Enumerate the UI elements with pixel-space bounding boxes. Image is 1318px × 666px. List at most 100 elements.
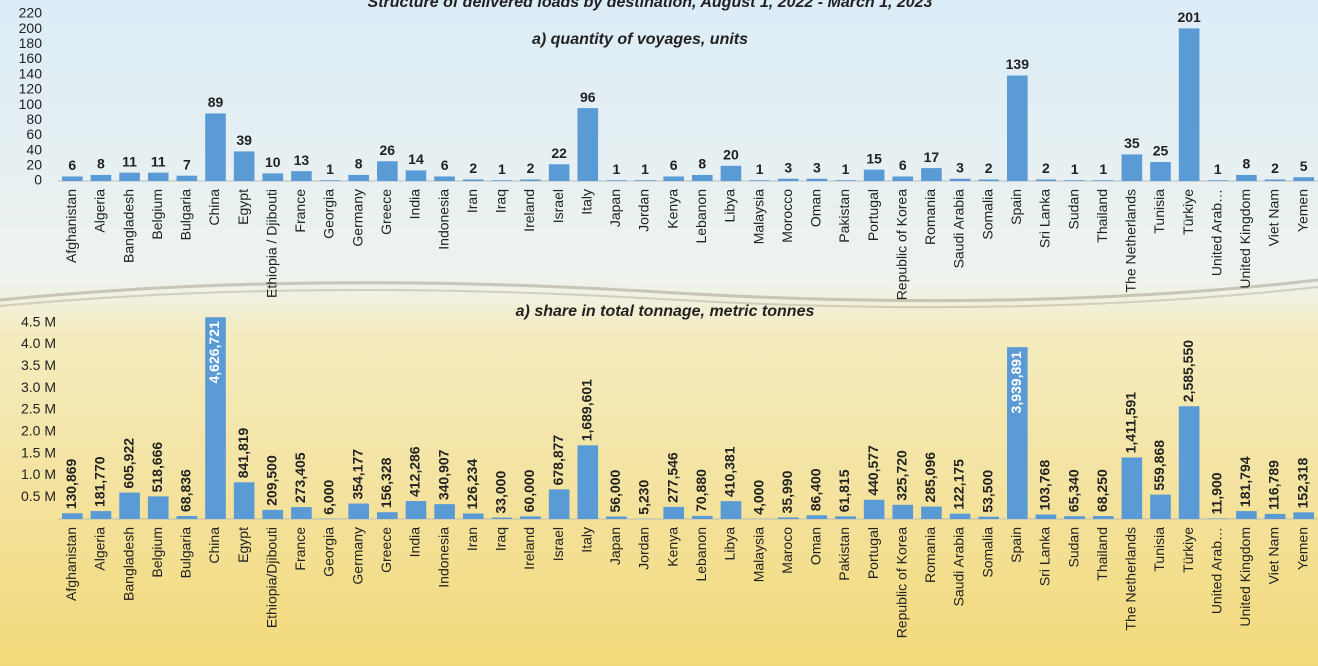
data-label: 6	[441, 157, 449, 173]
x-tick-label: Tunisia	[1151, 189, 1167, 234]
y-tick-label: 160	[19, 50, 43, 66]
data-label: 96	[580, 89, 596, 105]
x-tick-label: Tunisia	[1151, 527, 1167, 572]
x-tick-label: Germany	[349, 527, 365, 585]
data-label: 8	[355, 156, 363, 172]
data-label: 26	[380, 142, 396, 158]
bar	[863, 499, 885, 519]
data-label: 14	[408, 151, 424, 167]
bar	[262, 173, 284, 181]
x-tick-label: Ethiopia/Djibouti	[263, 527, 279, 628]
data-label: 1	[498, 161, 506, 177]
x-tick-label: Türkiye	[1180, 189, 1196, 235]
y-tick-label: 220	[19, 5, 43, 21]
data-label: 35	[1124, 135, 1140, 151]
data-label: 103,768	[1037, 460, 1053, 511]
x-tick-label: United Arab…	[1208, 189, 1224, 276]
bar	[176, 175, 198, 181]
x-tick-label: Lebanon	[693, 189, 709, 244]
bar	[491, 180, 513, 181]
bar	[978, 179, 999, 181]
y-tick-label: 2.5 M	[21, 401, 56, 417]
y-tick-label: 60	[26, 126, 42, 142]
x-tick-label: Afghanistan	[63, 189, 79, 263]
data-label: 440,577	[865, 445, 881, 496]
bar	[978, 516, 999, 519]
data-label: 156,328	[378, 457, 394, 508]
bar	[491, 517, 513, 519]
bar	[291, 507, 312, 519]
x-tick-label: Italy	[578, 527, 594, 553]
bar	[1293, 512, 1314, 519]
data-label: 181,794	[1237, 456, 1253, 507]
data-label: 60,000	[521, 469, 537, 512]
data-label: 3	[784, 159, 792, 175]
data-label: 56,000	[607, 470, 623, 513]
bar	[806, 515, 828, 519]
x-tick-label: Türkiye	[1180, 527, 1196, 573]
y-tick-label: 40	[26, 141, 42, 157]
data-label: 3	[813, 159, 821, 175]
x-tick-label: Sudan	[1065, 189, 1081, 229]
data-label: 209,500	[263, 455, 279, 506]
x-tick-label: Algeria	[92, 189, 108, 233]
bar	[520, 516, 541, 519]
x-tick-label: Kenya	[664, 189, 680, 229]
bar	[520, 179, 541, 181]
bar	[806, 178, 828, 181]
bar	[548, 489, 570, 519]
data-label: 70,880	[693, 469, 709, 512]
x-tick-label: Bangladesh	[120, 189, 136, 263]
bar	[205, 113, 226, 181]
y-tick-label: 0	[34, 172, 42, 188]
x-tick-label: Viet Nam	[1266, 527, 1282, 584]
y-tick-label: 1.5 M	[21, 444, 56, 460]
bar	[720, 165, 742, 181]
data-label: 11	[122, 153, 137, 169]
x-tick-label: Thailand	[1094, 189, 1110, 243]
x-tick-label: Viet Nam	[1266, 189, 1282, 246]
x-tick-label: Malaysia	[750, 189, 766, 244]
x-tick-label: France	[292, 527, 308, 571]
bar	[1121, 154, 1143, 181]
x-tick-label: Romania	[922, 189, 938, 245]
x-tick-label: Algeria	[92, 527, 108, 571]
x-tick-label: Morocco	[779, 189, 795, 243]
bar	[462, 513, 484, 519]
data-label: 8	[698, 156, 706, 172]
x-tick-label: Republic of Korea	[893, 189, 909, 301]
bar	[90, 174, 112, 181]
data-label: 6	[670, 157, 678, 173]
x-tick-label: United Arab…	[1208, 527, 1224, 614]
bar	[606, 180, 627, 181]
x-tick-label: Portugal	[865, 527, 881, 579]
data-label: 53,500	[979, 470, 995, 513]
data-label: 1	[1071, 161, 1079, 177]
wire-decoration	[0, 286, 1318, 309]
bar	[462, 179, 484, 181]
y-tick-label: 20	[26, 157, 42, 173]
data-label: 559,868	[1151, 440, 1167, 491]
data-label: 6	[899, 157, 907, 173]
y-tick-label: 3.5 M	[21, 357, 56, 373]
bar	[1064, 180, 1085, 181]
x-tick-label: Greece	[378, 189, 394, 235]
x-tick-label: Thailand	[1094, 527, 1110, 581]
bar	[663, 176, 684, 181]
x-tick-label: Indonesia	[435, 189, 451, 250]
data-label: 116,789	[1266, 460, 1282, 510]
x-tick-label: Israel	[550, 189, 566, 223]
y-tick-label: 3.0 M	[21, 379, 56, 395]
data-label: 33,000	[493, 471, 509, 514]
data-label: 1	[842, 161, 850, 177]
x-tick-label: France	[292, 189, 308, 233]
x-tick-label: Egypt	[235, 189, 251, 225]
y-tick-label: 180	[19, 35, 43, 51]
y-tick-label: 140	[19, 65, 43, 81]
bar	[1007, 347, 1028, 519]
data-label: 201	[1177, 9, 1201, 25]
bar	[405, 170, 427, 181]
bar	[692, 515, 713, 519]
data-label: 11,900	[1208, 472, 1224, 514]
